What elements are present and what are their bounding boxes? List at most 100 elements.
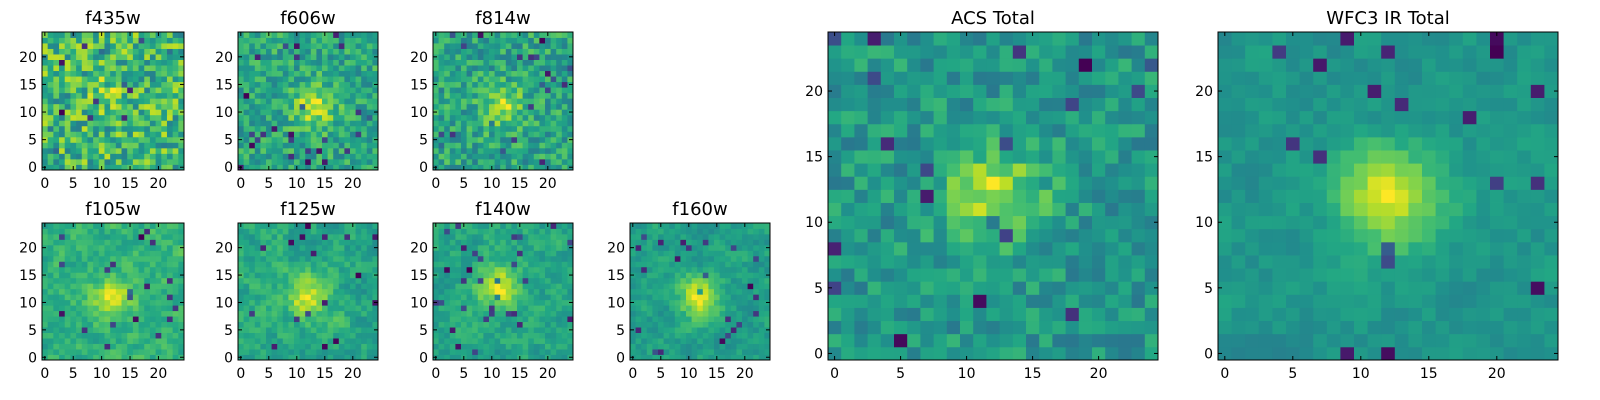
heatmap-cell — [93, 136, 100, 143]
heatmap-cell — [266, 153, 272, 160]
heatmap-cell — [333, 294, 340, 301]
heatmap-cell — [489, 277, 495, 284]
heatmap-cell — [500, 233, 507, 240]
heatmap-cell — [282, 59, 289, 66]
heatmap-cell — [98, 349, 105, 355]
heatmap-cell — [271, 294, 278, 301]
heatmap-cell — [344, 250, 351, 257]
heatmap-cell — [444, 92, 451, 99]
heatmap-cell — [697, 283, 704, 290]
heatmap-cell — [477, 277, 484, 284]
heatmap-cell — [483, 114, 490, 121]
heatmap-cell — [81, 65, 88, 72]
x-tick-label: 5 — [69, 176, 78, 192]
heatmap-cell — [76, 142, 83, 149]
heatmap-cell — [149, 92, 156, 99]
heatmap-cell — [361, 59, 368, 66]
heatmap-cell — [294, 103, 300, 110]
heatmap-cell — [104, 120, 111, 127]
heatmap-cell — [47, 131, 54, 138]
heatmap-cell — [494, 327, 501, 333]
heatmap-cell — [494, 48, 501, 55]
heatmap-cell — [658, 299, 664, 306]
heatmap-cell — [946, 163, 961, 177]
heatmap-cell — [1039, 215, 1053, 230]
heatmap-cell — [59, 114, 66, 121]
heatmap-cell — [1052, 333, 1066, 348]
heatmap-cell — [316, 59, 323, 66]
heatmap-cell — [500, 343, 507, 350]
heatmap-cell — [550, 305, 557, 312]
heatmap-cell — [550, 37, 557, 44]
heatmap-cell — [556, 321, 563, 328]
heatmap-cell — [288, 81, 295, 88]
heatmap-cell — [316, 338, 323, 344]
heatmap-cell — [161, 87, 168, 94]
heatmap-cell — [691, 338, 698, 344]
heatmap-cell — [753, 327, 760, 333]
heatmap-cell — [144, 305, 151, 312]
heatmap-cell — [444, 32, 451, 38]
heatmap-cell — [920, 215, 934, 230]
heatmap-cell — [686, 244, 692, 251]
heatmap-cell — [104, 48, 111, 55]
heatmap-cell — [104, 343, 111, 350]
heatmap-cell — [98, 59, 105, 66]
heatmap-cell — [144, 158, 151, 165]
heatmap-cell — [528, 233, 535, 240]
heatmap-cell — [455, 310, 462, 317]
heatmap-cell — [567, 255, 574, 262]
heatmap-cell — [149, 343, 156, 350]
heatmap-cell — [1039, 255, 1053, 269]
heatmap-cell — [433, 120, 439, 127]
heatmap-cell — [1012, 333, 1027, 348]
heatmap-cell — [494, 164, 501, 171]
heatmap-cell — [533, 81, 540, 88]
heatmap-cell — [282, 147, 289, 154]
heatmap-cell — [149, 136, 156, 143]
heatmap-cell — [946, 189, 961, 203]
heatmap-cell — [81, 266, 88, 273]
y-tick-label: 10 — [410, 295, 428, 311]
heatmap-cell — [567, 261, 574, 268]
heatmap-cell — [333, 321, 340, 328]
heatmap-cell — [322, 349, 328, 355]
heatmap-cell — [127, 239, 134, 246]
heatmap-cell — [266, 239, 272, 246]
heatmap-cell — [299, 321, 306, 328]
heatmap-cell — [366, 54, 373, 60]
heatmap-cell — [322, 261, 328, 268]
heatmap-cell — [494, 343, 501, 350]
heatmap-cell — [669, 277, 676, 284]
heatmap-cell — [70, 239, 77, 246]
heatmap-cell — [545, 244, 551, 251]
heatmap-cell — [254, 272, 261, 279]
heatmap-cell — [316, 305, 323, 312]
heatmap-cell — [115, 316, 122, 323]
heatmap-cell — [747, 299, 754, 306]
heatmap-cell — [76, 294, 83, 301]
heatmap-cell — [121, 136, 128, 143]
heatmap-cell — [70, 321, 77, 328]
heatmap-cell — [477, 48, 484, 55]
heatmap-cell — [483, 164, 490, 171]
heatmap-cell — [155, 266, 162, 273]
heatmap-cell — [539, 288, 546, 295]
heatmap-cell — [249, 142, 256, 149]
heatmap-cell — [477, 266, 484, 273]
heatmap-cell — [533, 244, 540, 251]
heatmap-cell — [747, 343, 754, 350]
heatmap-cell — [747, 239, 754, 246]
heatmap-cell — [178, 43, 185, 49]
heatmap-cell — [483, 305, 490, 312]
heatmap-cell — [567, 283, 574, 290]
heatmap-cell — [310, 277, 317, 284]
heatmap-cell — [372, 266, 379, 273]
heatmap-cell — [455, 321, 462, 328]
heatmap-cell — [708, 338, 715, 344]
heatmap-cell — [42, 120, 49, 127]
heatmap-cell — [669, 310, 676, 317]
heatmap-cell — [322, 283, 328, 290]
heatmap-cell — [127, 316, 134, 323]
heatmap-cell — [172, 125, 179, 132]
